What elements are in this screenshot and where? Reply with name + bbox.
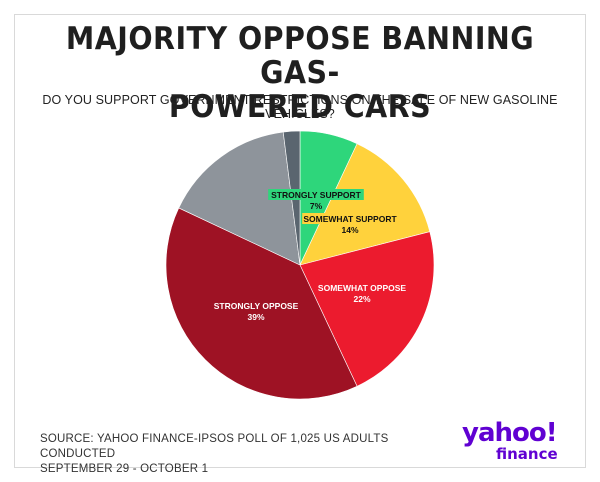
label-background xyxy=(302,213,398,224)
pie-slice-1 xyxy=(299,143,431,266)
slice-category-label: STRONGLY OPPOSE xyxy=(214,301,299,311)
source-note: SOURCE: YAHOO FINANCE-IPSOS POLL OF 1,02… xyxy=(40,432,440,477)
slice-category-label: SOMEWHAT OPPOSE xyxy=(318,283,406,293)
slice-value-label: 14% xyxy=(341,225,358,235)
slice-value-label: 39% xyxy=(247,312,264,322)
chart-title-line2: POWERED CARS xyxy=(168,89,432,125)
slice-value-label: 7% xyxy=(310,201,323,211)
slice-value-label: 22% xyxy=(353,294,370,304)
logo-sub: finance xyxy=(496,445,558,463)
label-background xyxy=(268,189,364,200)
slice-category-label: STRONGLY SUPPORT xyxy=(271,190,362,200)
yahoo-finance-logo: yahoo! finance xyxy=(462,420,562,470)
pie-slice-3 xyxy=(165,207,358,400)
chart-title-line1: MAJORITY OPPOSE BANNING GAS- xyxy=(65,21,535,91)
logo-brand: yahoo! xyxy=(462,418,558,448)
slice-category-label: SOMEWHAT SUPPORT xyxy=(303,214,397,224)
pie-slice-2 xyxy=(299,231,435,387)
source-line1: SOURCE: YAHOO FINANCE-IPSOS POLL OF 1,02… xyxy=(40,433,389,460)
chart-title: MAJORITY OPPOSE BANNING GAS- POWERED CAR… xyxy=(61,22,539,124)
chart-subtitle: DO YOU SUPPORT GOVERNMENT RESTRICTIONS O… xyxy=(42,93,558,121)
pie-slice-4 xyxy=(178,131,301,266)
source-line2: SEPTEMBER 29 - OCTOBER 1 xyxy=(40,463,209,475)
